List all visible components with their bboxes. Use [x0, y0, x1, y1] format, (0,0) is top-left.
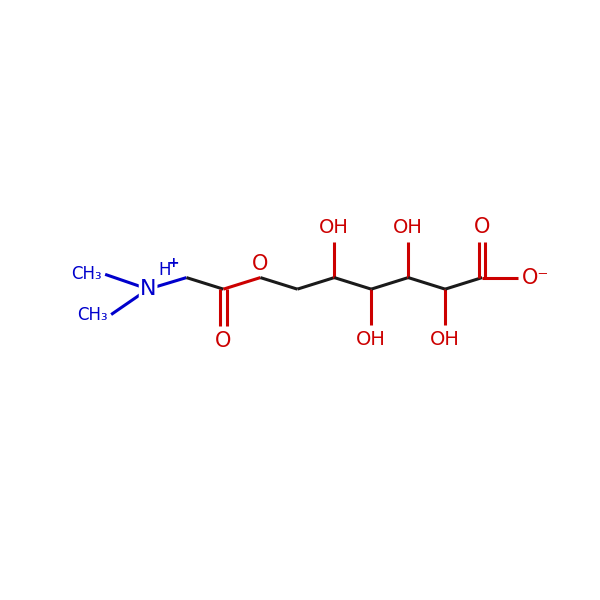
Text: O: O — [215, 331, 232, 351]
Text: N: N — [140, 279, 157, 299]
Text: H: H — [158, 261, 171, 279]
Text: O⁻: O⁻ — [521, 268, 549, 287]
Text: OH: OH — [319, 218, 349, 238]
Text: CH₃: CH₃ — [77, 305, 107, 323]
Text: +: + — [167, 256, 179, 270]
Text: OH: OH — [356, 330, 386, 349]
Text: OH: OH — [393, 218, 423, 238]
Text: CH₃: CH₃ — [71, 265, 101, 283]
Text: O: O — [252, 254, 269, 274]
Text: OH: OH — [430, 330, 460, 349]
Text: O: O — [474, 217, 490, 238]
